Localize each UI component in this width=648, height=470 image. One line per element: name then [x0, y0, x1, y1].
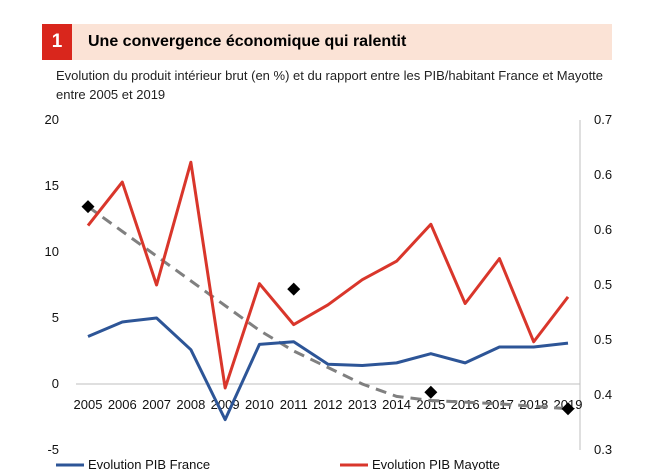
- x-tick-label: 2007: [142, 397, 171, 412]
- y-left-tick-label: -5: [47, 442, 59, 457]
- ratio-marker: [81, 200, 95, 214]
- y-left-tick-label: 10: [45, 244, 59, 259]
- ratio-marker: [287, 282, 301, 296]
- figure-number-badge: 1: [42, 24, 72, 60]
- x-tick-label: 2012: [314, 397, 343, 412]
- legend-label-france: Evolution PIB France: [88, 457, 210, 470]
- y-right-tick-label: 0.5: [594, 332, 612, 347]
- x-tick-label: 2011: [280, 397, 308, 412]
- x-tick-label: 2013: [348, 397, 377, 412]
- figure-subtitle: Evolution du produit intérieur brut (en …: [56, 68, 604, 102]
- ratio-trend-line: [87, 205, 569, 411]
- ratio-marker: [561, 402, 575, 416]
- x-tick-label: 2010: [245, 397, 274, 412]
- y-left-tick-label: 5: [52, 310, 59, 325]
- figure-banner: 1 Une convergence économique qui ralenti…: [42, 24, 612, 60]
- series-line-france: [87, 316, 569, 422]
- y-left-tick-label: 20: [45, 112, 59, 127]
- series-line-mayotte: [86, 160, 570, 390]
- x-tick-label: 2008: [176, 397, 205, 412]
- x-tick-label: 2014: [382, 397, 411, 412]
- y-right-tick-label: 0.5: [594, 277, 612, 292]
- x-tick-label: 2006: [108, 397, 137, 412]
- ratio-marker: [424, 385, 438, 399]
- y-left-tick-label: 0: [52, 376, 59, 391]
- y-left-tick-label: 15: [45, 178, 59, 193]
- x-tick-label: 2017: [485, 397, 514, 412]
- y-right-tick-label: 0.7: [594, 112, 612, 127]
- x-tick-label: 2005: [74, 397, 103, 412]
- y-right-tick-label: 0.4: [594, 387, 612, 402]
- figure-title: Une convergence économique qui ralentit: [88, 33, 407, 50]
- y-right-tick-label: 0.3: [594, 442, 612, 457]
- legend-label-mayotte: Evolution PIB Mayotte: [372, 457, 500, 470]
- y-right-tick-label: 0.6: [594, 222, 612, 237]
- x-tick-label: 2016: [451, 397, 480, 412]
- y-right-tick-label: 0.6: [594, 167, 612, 182]
